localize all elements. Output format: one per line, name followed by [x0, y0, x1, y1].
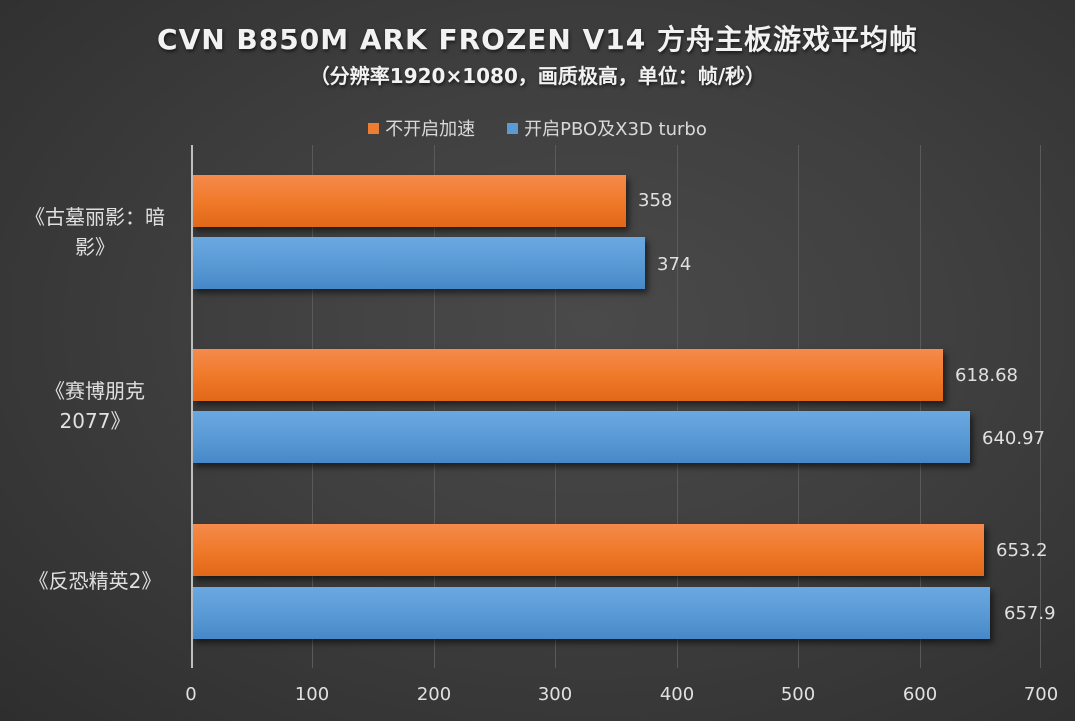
- category-label-line: 《赛博朋克: [45, 379, 145, 403]
- x-tick-label: 200: [416, 684, 452, 705]
- data-label: 374: [657, 254, 692, 275]
- category-label-line: 《反恐精英2》: [28, 569, 162, 593]
- legend-swatch-orange: [368, 122, 380, 134]
- x-tick-label: 600: [902, 684, 938, 705]
- gridline: [555, 145, 556, 668]
- x-tick-label: 300: [537, 684, 573, 705]
- chart-subtitle: （分辨率1920×1080，画质极高，单位：帧/秒）: [309, 64, 766, 88]
- x-tick-label: 500: [780, 684, 816, 705]
- legend-label: 不开启加速: [385, 119, 476, 140]
- category-label-line: 2077》: [59, 409, 131, 433]
- data-label: 653.2: [996, 540, 1048, 561]
- x-tick-label: 100: [294, 684, 330, 705]
- gridline: [434, 145, 435, 668]
- bar-on-cs2: [192, 587, 990, 639]
- gridline: [1040, 145, 1041, 668]
- bar-on-cyberpunk: [192, 411, 970, 463]
- data-label: 657.9: [1004, 603, 1056, 624]
- bar-off-cs2: [192, 524, 984, 576]
- data-label: 358: [638, 190, 673, 211]
- x-tick-label: 400: [659, 684, 695, 705]
- legend: 不开启加速 开启PBO及X3D turbo: [0, 115, 1075, 141]
- x-tick-label: 700: [1023, 684, 1059, 705]
- chart-title: CVN B850M ARK FROZEN V14 方舟主板游戏平均帧: [157, 23, 918, 56]
- gridline: [677, 145, 678, 668]
- data-label: 640.97: [982, 428, 1045, 449]
- gridline: [312, 145, 313, 668]
- legend-swatch-blue: [507, 122, 519, 134]
- data-label: 618.68: [955, 365, 1018, 386]
- plot-area: 358 374 618.68 640.97 653.2 657.9: [191, 145, 1056, 668]
- category-label: 《赛博朋克 2077》: [10, 376, 180, 436]
- bar-off-cyberpunk: [192, 349, 943, 401]
- category-label-line: 《古墓丽影：暗: [25, 205, 165, 229]
- x-tick-label: 0: [185, 684, 197, 705]
- legend-item-off: 不开启加速: [368, 115, 475, 141]
- category-axis-line: [191, 145, 193, 668]
- gridline: [798, 145, 799, 668]
- category-label: 《古墓丽影：暗 影》: [10, 202, 180, 262]
- category-label: 《反恐精英2》: [10, 566, 180, 596]
- legend-item-on: 开启PBO及X3D turbo: [507, 115, 707, 141]
- bar-on-tomb-raider: [192, 237, 645, 289]
- legend-label: 开启PBO及X3D turbo: [524, 119, 707, 140]
- bar-off-tomb-raider: [192, 175, 626, 227]
- gridline: [920, 145, 921, 668]
- category-label-line: 影》: [75, 235, 115, 259]
